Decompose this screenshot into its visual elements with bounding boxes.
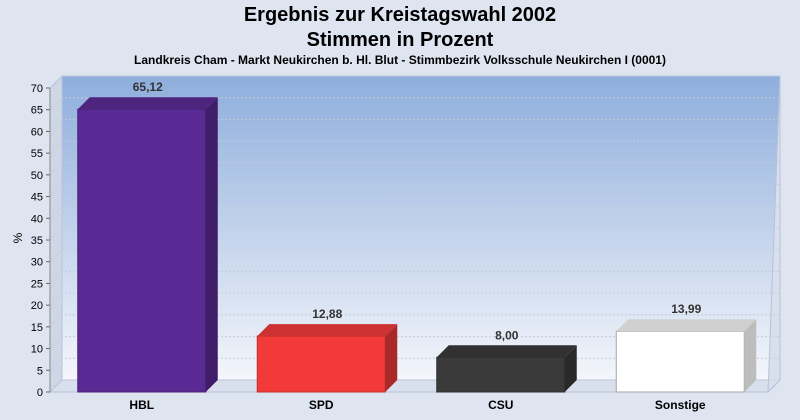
bar-value-label: 12,88 [312, 307, 342, 321]
bar-value-label: 13,99 [671, 302, 701, 316]
y-tick-label: 35 [31, 235, 43, 247]
y-tick-label: 5 [37, 365, 43, 377]
bar-side [744, 319, 757, 392]
x-tick-label: CSU [488, 398, 513, 412]
y-tick-label: 20 [31, 300, 43, 312]
x-tick-label: SPD [309, 398, 334, 412]
y-tick-label: 15 [31, 322, 43, 334]
bar-front [436, 356, 566, 393]
y-tick-label: 30 [31, 257, 43, 269]
bar-hbl [77, 97, 218, 393]
bar-value-label: 8,00 [495, 328, 519, 342]
bar-value-label: 65,12 [133, 80, 163, 94]
bar-top [257, 324, 398, 337]
y-tick-label: 0 [37, 387, 43, 399]
y-tick-label: 40 [31, 213, 43, 225]
bar-top [436, 345, 577, 358]
y-tick-label: 10 [31, 344, 43, 356]
y-tick-label: 65 [31, 105, 43, 117]
bar-spd [256, 324, 398, 393]
chart-subtitle: Stimmen in Prozent [306, 29, 494, 51]
bar-sonstige [615, 319, 757, 393]
bar-side [564, 345, 577, 392]
bar-front [615, 330, 745, 393]
bar-front [256, 335, 386, 393]
bar-side [205, 97, 218, 392]
chart-title: Ergebnis zur Kreistagswahl 2002 [243, 4, 557, 26]
y-tick-label: 45 [31, 192, 43, 204]
bar-csu [436, 345, 577, 393]
y-axis-label: % [11, 232, 25, 243]
y-tick-label: 55 [31, 148, 43, 160]
bar-side [385, 324, 398, 392]
bar-top [616, 319, 757, 332]
y-tick-label: 60 [31, 126, 43, 138]
bar-front [77, 108, 207, 393]
chart-caption: Landkreis Cham - Markt Neukirchen b. Hl.… [134, 53, 666, 67]
y-tick-label: 70 [31, 83, 43, 95]
x-tick-label: HBL [129, 398, 154, 412]
y-tick-label: 25 [31, 278, 43, 290]
x-tick-label: Sonstige [655, 398, 706, 412]
y-tick-label: 50 [31, 170, 43, 182]
bar-top [77, 97, 218, 110]
